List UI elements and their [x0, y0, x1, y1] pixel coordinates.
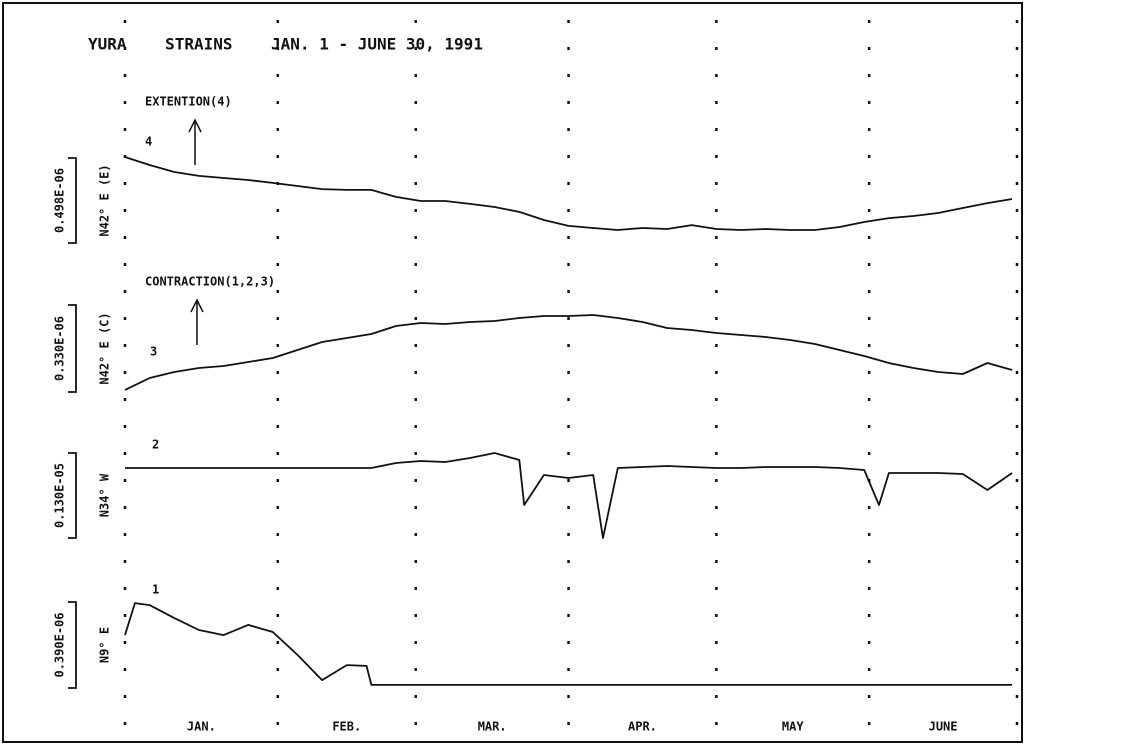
x-tick-label: JAN. [187, 720, 216, 734]
annotation: CONTRACTION(1,2,3) [145, 275, 275, 289]
series-name: 1 [152, 583, 159, 597]
data-line [124, 602, 1013, 686]
scale-label: 0.330E-06 [53, 316, 67, 381]
series-name: 2 [152, 438, 159, 452]
chart-title: YURA STRAINS JAN. 1 - JUNE 30, 1991 [88, 35, 483, 54]
data-line [124, 314, 1013, 391]
scale-bar [68, 157, 77, 244]
scale-label: 0.390E-06 [53, 612, 67, 677]
annotation: EXTENTION(4) [145, 95, 232, 109]
x-tick-label: APR. [628, 720, 657, 734]
scale-bar [68, 601, 77, 689]
series-name: 3 [150, 345, 157, 359]
data-line [124, 156, 1013, 231]
scale-label: 0.498E-06 [53, 168, 67, 233]
arrow [190, 298, 204, 345]
panel-label: N42° E (E) [98, 164, 112, 236]
scale-label: 0.130E-05 [53, 463, 67, 528]
scale-bar [68, 304, 77, 393]
panel-label: N34° W [98, 473, 112, 517]
x-tick-label: MAY [782, 720, 804, 734]
frame [2, 2, 1023, 743]
x-tick-label: FEB. [332, 720, 361, 734]
x-tick-label: JUNE [929, 720, 958, 734]
arrow [188, 118, 202, 165]
panel-label: N9° E [98, 627, 112, 663]
x-tick-label: MAR. [478, 720, 507, 734]
scale-bar [68, 452, 77, 539]
data-line [125, 452, 1013, 539]
panel-label: N42° E (C) [98, 312, 112, 384]
series-name: 4 [145, 135, 152, 149]
